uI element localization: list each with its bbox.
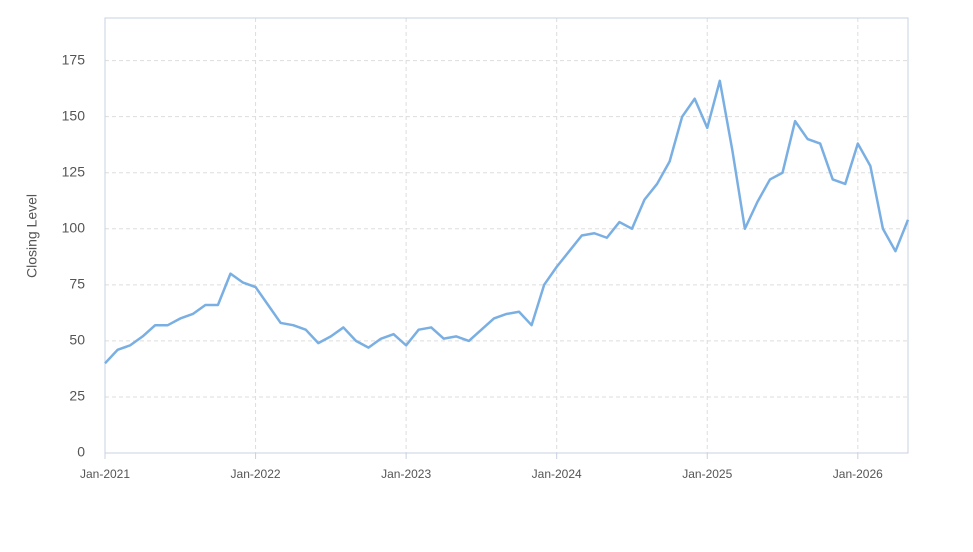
x-tick-label: Jan-2024 [532,467,582,481]
y-tick-label: 150 [62,107,86,123]
y-tick-label: 0 [77,444,85,460]
x-tick-label: Jan-2023 [381,467,431,481]
y-axis-label: Closing Level [24,194,40,278]
x-tick-label: Jan-2025 [682,467,732,481]
y-tick-label: 175 [62,51,86,67]
x-tick-label: Jan-2026 [833,467,883,481]
x-tick-label: Jan-2022 [231,467,281,481]
y-tick-label: 50 [69,332,85,348]
line [104,79,910,365]
x-tick-label: Jan-2021 [80,467,130,481]
plot-border [104,17,909,454]
y-tick-label: 125 [62,163,86,179]
y-tick-label: 75 [69,276,85,292]
y-tick-label: 25 [69,388,85,404]
y-tick-label: 100 [62,219,86,235]
